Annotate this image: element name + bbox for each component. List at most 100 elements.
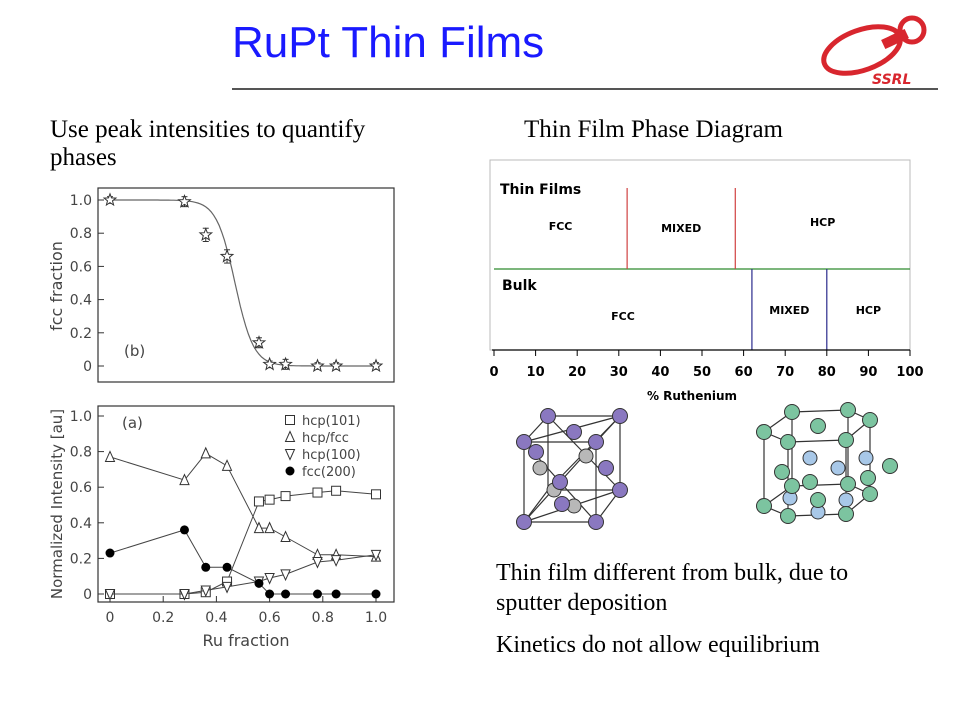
data-point xyxy=(177,194,192,208)
data-point xyxy=(201,562,211,572)
data-point xyxy=(280,530,291,543)
data-point xyxy=(251,335,267,349)
data-point xyxy=(280,569,291,582)
legend-label: fcc(200) xyxy=(302,465,356,480)
y-axis-label: Normalized Intensity [au] xyxy=(48,409,66,599)
row-label-bulk: Bulk xyxy=(502,278,537,294)
x-tick-label: 80 xyxy=(818,365,836,380)
y-tick-label: 0.4 xyxy=(70,516,92,532)
data-point xyxy=(312,487,323,498)
plot-frame xyxy=(97,187,395,383)
x-axis-label: Ru fraction xyxy=(202,631,289,650)
data-point xyxy=(219,248,235,263)
data-point xyxy=(105,548,115,558)
left-caption: Use peak intensities to quantify phases xyxy=(50,116,366,171)
legend-label: hcp/fcc xyxy=(302,431,349,446)
y-tick-label: 0.2 xyxy=(70,551,92,567)
data-point xyxy=(331,485,342,496)
y-axis-label: fcc fraction xyxy=(47,241,66,331)
data-point xyxy=(262,356,277,371)
x-tick-label: 20 xyxy=(568,365,586,380)
note-kinetics: Kinetics do not allow equilibrium xyxy=(496,632,820,658)
data-point xyxy=(264,572,275,585)
series-line xyxy=(109,452,377,558)
data-point xyxy=(253,496,264,507)
logo-text: SSRL xyxy=(872,72,911,88)
x-tick-label: 0.2 xyxy=(152,610,174,626)
fit-curve xyxy=(110,199,376,367)
x-tick-label: 40 xyxy=(651,365,669,380)
legend-marker xyxy=(285,415,295,425)
title-divider xyxy=(232,88,938,90)
data-point xyxy=(104,450,116,462)
x-tick-label: 0 xyxy=(489,365,498,380)
x-tick-label: 0.6 xyxy=(258,610,280,626)
data-point xyxy=(254,578,264,588)
panel-label: (b) xyxy=(124,342,145,360)
y-tick-label: 0.8 xyxy=(70,445,92,461)
normalized-intensity-chart: 0 0.2 0.4 0.6 0.8 1.0 0 0.2 0.4 0.6 0.8 1.0 Normal… xyxy=(48,405,395,650)
data-point xyxy=(200,585,212,598)
data-point xyxy=(312,556,323,569)
phase-label: FCC xyxy=(549,220,573,233)
phase-label: MIXED xyxy=(769,304,809,317)
phase-label: HCP xyxy=(810,216,835,229)
data-point xyxy=(278,356,293,371)
data-point xyxy=(264,494,275,505)
x-tick-label: 0.8 xyxy=(312,610,334,626)
data-point xyxy=(330,555,342,567)
series-line xyxy=(110,490,377,595)
fcc-unit-cell-illustration xyxy=(516,408,628,530)
data-point xyxy=(253,521,265,534)
x-tick-label: 0.4 xyxy=(205,610,227,626)
data-point xyxy=(371,489,381,500)
x-tick-label: 60 xyxy=(735,365,753,380)
x-tick-label: 50 xyxy=(693,365,711,380)
data-point xyxy=(179,473,190,486)
legend-marker xyxy=(285,466,295,476)
phase-diagram-title: Thin Film Phase Diagram xyxy=(524,116,783,143)
phase-label: HCP xyxy=(856,304,881,317)
data-point xyxy=(265,589,275,599)
data-point xyxy=(281,589,291,599)
phase-label: MIXED xyxy=(661,222,701,235)
panel-label: (a) xyxy=(122,414,143,432)
data-point xyxy=(179,589,190,601)
data-point xyxy=(179,525,189,535)
phase-label: FCC xyxy=(611,310,635,323)
data-point xyxy=(310,358,325,373)
y-tick-label: 0.2 xyxy=(70,326,92,342)
data-point xyxy=(331,589,341,599)
x-tick-label: 0 xyxy=(106,610,115,626)
series-line xyxy=(109,529,376,595)
phase-diagram: Thin Films Bulk FCC MIXED HCP FCC MIXED HCP 0… xyxy=(489,159,924,403)
slide-title: RuPt Thin Films xyxy=(232,18,545,67)
ssrl-logo: SSRL xyxy=(821,15,927,88)
x-tick-label: 1.0 xyxy=(365,610,387,626)
x-tick-label: 100 xyxy=(896,365,923,380)
data-point xyxy=(328,358,344,373)
y-tick-label: 0.4 xyxy=(70,293,92,309)
data-point xyxy=(371,589,381,599)
x-axis-label: % Ruthenium xyxy=(647,389,737,403)
hcp-unit-cell-illustration xyxy=(756,402,898,524)
y-tick-label: 0.6 xyxy=(70,480,92,496)
data-point xyxy=(198,227,214,242)
row-label-thin-films: Thin Films xyxy=(500,182,581,198)
x-tick-label: 70 xyxy=(776,365,794,380)
data-point xyxy=(200,446,212,459)
data-point xyxy=(102,192,118,207)
data-point xyxy=(368,358,384,373)
data-point xyxy=(221,581,233,594)
data-point xyxy=(104,589,116,601)
fcc-fraction-chart: 0 0.2 0.4 0.6 0.8 1.0 fcc fraction (b) xyxy=(47,187,395,383)
legend-label: hcp(100) xyxy=(302,448,361,463)
plot-frame xyxy=(97,405,395,603)
legend-marker xyxy=(284,430,296,442)
diagram-frame xyxy=(489,159,911,351)
data-point xyxy=(264,521,275,534)
y-tick-label: 0.6 xyxy=(70,259,92,275)
y-tick-label: 0 xyxy=(83,587,92,603)
data-point xyxy=(222,562,232,572)
data-point xyxy=(312,589,322,599)
